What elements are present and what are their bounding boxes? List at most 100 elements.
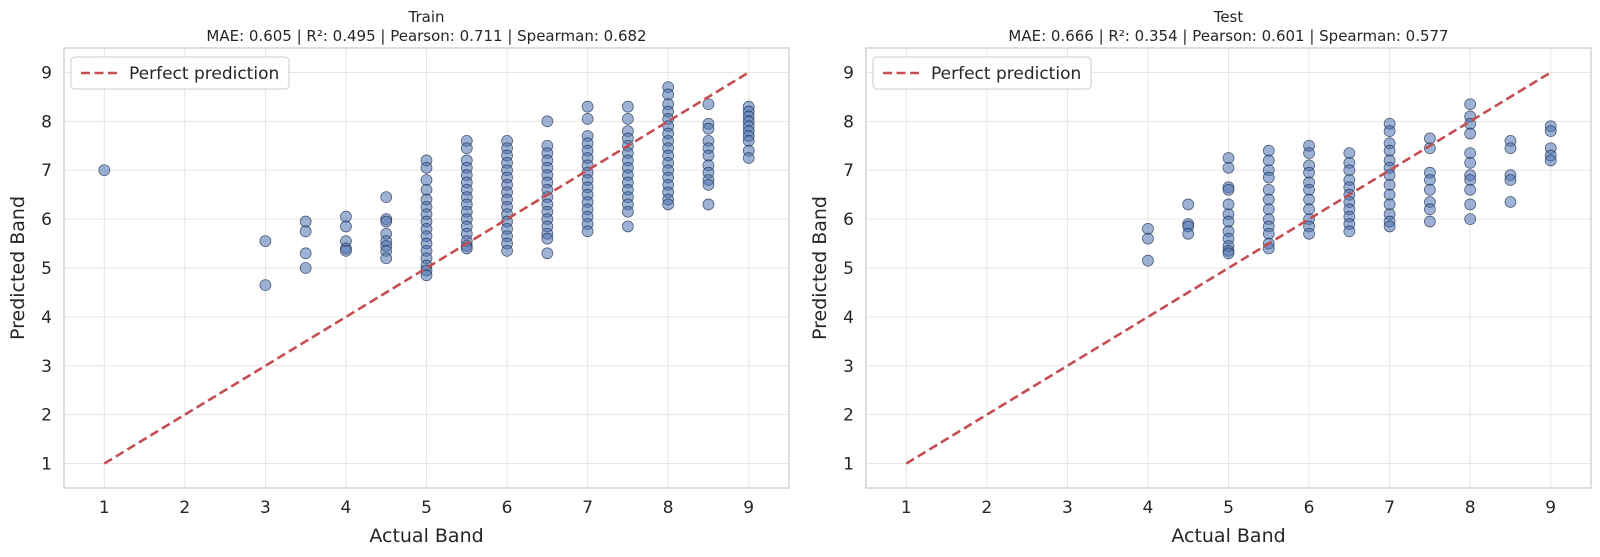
chart-title: Test [1213, 8, 1244, 26]
perfect-prediction-line [905, 71, 1552, 465]
data-point [380, 252, 393, 265]
data-point [1423, 132, 1436, 145]
y-tick-label: 2 [41, 406, 52, 426]
x-tick-label: 6 [1304, 498, 1315, 518]
data-point [299, 225, 312, 238]
data-point [1464, 198, 1477, 211]
y-tick-label: 6 [41, 210, 52, 230]
data-point [581, 225, 594, 238]
data-point [1544, 154, 1557, 167]
data-point [702, 122, 715, 135]
data-point [702, 198, 715, 211]
y-tick-label: 4 [41, 308, 52, 328]
x-tick-label: 3 [1062, 498, 1073, 518]
x-tick-label: 9 [743, 498, 754, 518]
legend: Perfect prediction [70, 56, 290, 90]
data-point [1262, 227, 1275, 240]
chart-title: Train [408, 8, 445, 26]
x-axis-label: Actual Band [1171, 525, 1285, 547]
data-point [1182, 198, 1195, 211]
data-point [1383, 125, 1396, 138]
data-point [1383, 220, 1396, 233]
data-point [1464, 174, 1477, 186]
y-tick-label: 9 [843, 63, 854, 83]
data-point [1303, 193, 1315, 206]
chart-metrics-subtitle: MAE: 0.666 | R²: 0.354 | Pearson: 0.601 … [1008, 27, 1448, 45]
x-tick-label: 5 [421, 498, 432, 518]
data-point [702, 98, 715, 111]
legend-box [872, 56, 1092, 90]
data-point [98, 164, 111, 177]
y-tick-label: 4 [843, 308, 854, 328]
data-point [541, 232, 554, 245]
data-point [501, 244, 513, 257]
y-axis-label: Predicted Band [7, 196, 29, 340]
data-point [621, 205, 634, 218]
x-tick-label: 3 [260, 498, 271, 518]
x-tick-label: 1 [901, 498, 912, 518]
data-point [1423, 183, 1436, 196]
data-point [1464, 98, 1477, 111]
data-point [340, 220, 352, 233]
data-point [1262, 144, 1275, 157]
data-point [1222, 161, 1235, 174]
data-point [1464, 127, 1477, 140]
data-point [1222, 198, 1235, 211]
data-point [1464, 213, 1477, 226]
y-tick-label: 7 [843, 161, 854, 181]
data-point [1303, 166, 1315, 179]
data-point [1222, 247, 1235, 260]
data-point [541, 115, 554, 128]
x-tick-label: 2 [981, 498, 992, 518]
data-point [1383, 188, 1396, 201]
data-point [662, 198, 675, 211]
data-point [420, 174, 433, 186]
data-point [581, 100, 594, 113]
x-tick-label: 5 [1223, 498, 1234, 518]
data-point [1423, 215, 1436, 228]
y-tick-label: 8 [843, 112, 854, 132]
y-tick-label: 9 [41, 63, 52, 83]
y-tick-label: 3 [41, 357, 52, 377]
x-tick-label: 4 [1143, 498, 1154, 518]
data-point [1262, 183, 1275, 196]
y-tick-label: 3 [843, 357, 854, 377]
y-tick-label: 1 [843, 455, 854, 475]
plot-frame [865, 47, 1592, 489]
data-point [1303, 183, 1315, 196]
data-point [1262, 193, 1275, 206]
y-tick-label: 5 [843, 259, 854, 279]
data-point [259, 279, 272, 292]
data-point [299, 215, 312, 228]
data-point [621, 112, 634, 125]
data-point [1423, 203, 1436, 216]
data-point [340, 244, 352, 257]
data-point [742, 152, 755, 164]
data-point [1303, 227, 1315, 240]
data-point [1303, 203, 1315, 216]
legend-label: Perfect prediction [931, 64, 1081, 84]
data-point [1262, 203, 1275, 216]
data-point [420, 161, 433, 174]
data-point [1423, 174, 1436, 186]
data-point [1222, 183, 1235, 196]
x-tick-label: 8 [1465, 498, 1476, 518]
data-point [1464, 183, 1477, 196]
legend-box [70, 56, 290, 90]
y-tick-label: 1 [41, 455, 52, 475]
data-point [1464, 147, 1477, 160]
data-point [581, 112, 594, 125]
data-point [420, 183, 433, 196]
data-point [1383, 144, 1396, 157]
x-tick-label: 8 [663, 498, 674, 518]
data-point [702, 178, 715, 191]
data-point [702, 149, 715, 162]
data-point [1182, 227, 1195, 240]
chart-metrics-subtitle: MAE: 0.605 | R²: 0.495 | Pearson: 0.711 … [206, 27, 646, 45]
data-point [1383, 178, 1396, 191]
perfect-prediction-line [103, 71, 750, 465]
legend: Perfect prediction [872, 56, 1092, 90]
data-point [1262, 154, 1275, 167]
